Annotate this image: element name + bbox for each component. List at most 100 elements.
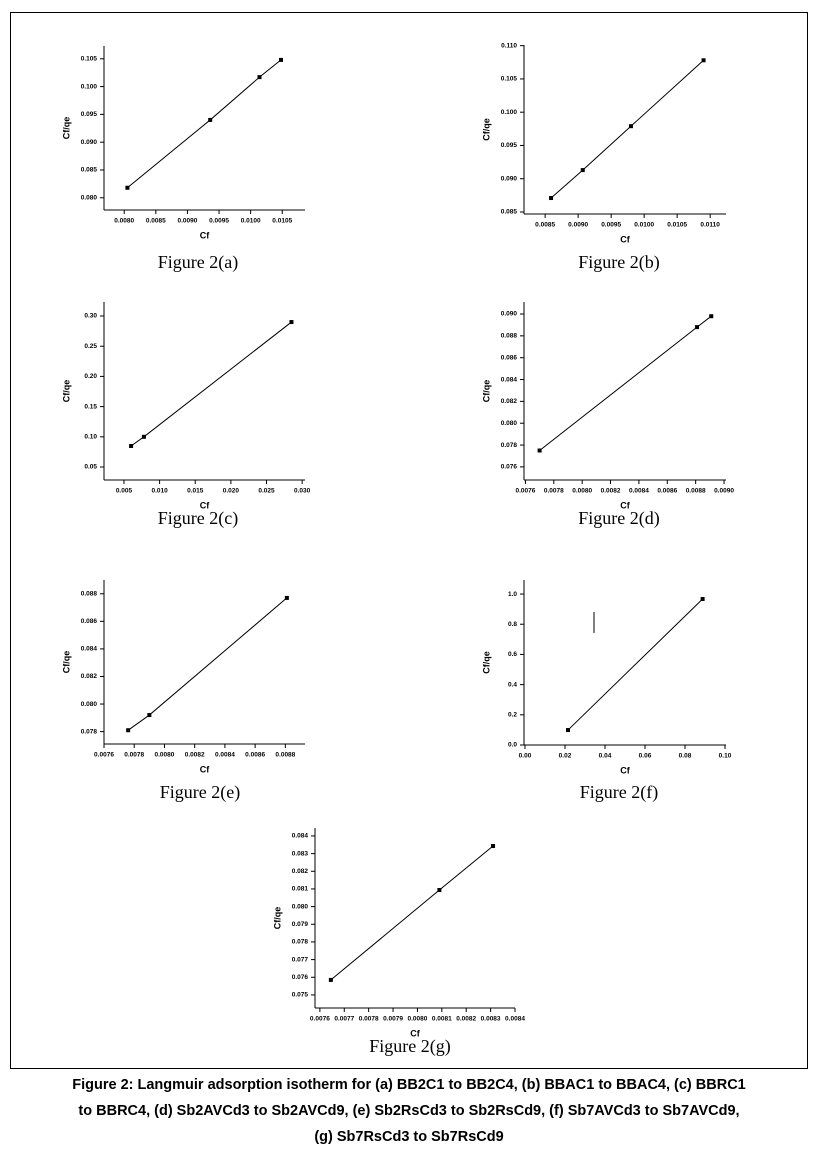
y-tick-label: 0.20 [84, 373, 97, 380]
figure-caption: to BBRC4, (d) Sb2AVCd3 to Sb2AVCd9, (e) … [78, 1103, 739, 1119]
y-tick-label: 0.080 [81, 701, 98, 708]
data-point [126, 728, 131, 733]
data-point [147, 713, 152, 718]
y-tick-label: 0.080 [501, 420, 518, 427]
x-axis-label: Cf [620, 765, 630, 775]
chart-caption: Figure 2(b) [578, 252, 659, 273]
y-tick-label: 0.084 [292, 833, 309, 840]
data-point [537, 448, 542, 453]
y-tick-label: 0.100 [501, 109, 518, 116]
y-tick-label: 0.105 [501, 76, 518, 83]
x-tick-label: 0.020 [223, 488, 240, 495]
y-tick-label: 1.0 [508, 591, 517, 598]
x-tick-label: 0.0086 [657, 488, 677, 495]
x-tick-label: 0.06 [639, 753, 652, 760]
x-tick-label: 0.0095 [601, 222, 621, 229]
x-tick-label: 0.0095 [209, 218, 229, 225]
x-axis-label: Cf [620, 500, 630, 510]
x-tick-label: 0.0083 [481, 1016, 501, 1023]
y-tick-label: 0.080 [292, 903, 309, 910]
x-tick-label: 0.0078 [544, 488, 564, 495]
y-axis-label: Cf/qe [272, 907, 282, 930]
y-tick-label: 0.105 [81, 56, 98, 63]
fit-line [550, 59, 704, 199]
x-tick-label: 0.0076 [94, 752, 114, 759]
x-tick-label: 0.0082 [456, 1016, 476, 1023]
chart-caption: Figure 2(g) [369, 1036, 450, 1057]
data-point [437, 888, 442, 893]
y-tick-label: 0.088 [81, 591, 98, 598]
y-tick-label: 0.082 [81, 673, 98, 680]
x-tick-label: 0.0090 [568, 222, 588, 229]
x-tick-label: 0.010 [151, 488, 168, 495]
data-point [700, 597, 705, 602]
data-point [549, 196, 554, 201]
y-tick-label: 0.6 [508, 651, 517, 658]
x-tick-label: 0.0084 [629, 488, 649, 495]
y-tick-label: 0.15 [84, 403, 97, 410]
y-tick-label: 0.05 [84, 464, 97, 471]
x-tick-label: 0.0081 [432, 1016, 452, 1023]
x-tick-label: 0.0084 [505, 1016, 525, 1023]
x-tick-label: 0.0090 [714, 488, 734, 495]
data-point [289, 320, 294, 325]
data-point [628, 124, 633, 129]
data-point [141, 434, 146, 439]
data-point [208, 117, 213, 122]
figure-caption: Figure 2: Langmuir adsorption isotherm f… [72, 1077, 746, 1093]
data-point [491, 844, 496, 849]
x-tick-label: 0.0110 [700, 222, 720, 229]
y-tick-label: 0.25 [84, 343, 97, 350]
y-tick-label: 0.0 [508, 742, 517, 749]
y-tick-label: 0.30 [84, 313, 97, 320]
x-axis-label: Cf [410, 1028, 420, 1038]
data-point [695, 325, 700, 330]
data-point [129, 443, 134, 448]
chart-caption: Figure 2(a) [158, 252, 238, 273]
y-tick-label: 0.078 [81, 728, 98, 735]
y-tick-label: 0.075 [292, 992, 309, 999]
data-point [701, 58, 706, 63]
y-tick-label: 0.079 [292, 921, 309, 928]
y-tick-label: 0.082 [501, 398, 518, 405]
y-tick-label: 0.2 [508, 712, 517, 719]
y-tick-label: 0.100 [81, 83, 98, 90]
y-tick-label: 0.077 [292, 956, 309, 963]
y-tick-label: 0.078 [292, 939, 309, 946]
x-tick-label: 0.0078 [359, 1016, 379, 1023]
x-tick-label: 0.0100 [241, 218, 261, 225]
chart-caption: Figure 2(e) [160, 782, 240, 803]
y-tick-label: 0.076 [501, 464, 518, 471]
y-tick-label: 0.095 [501, 142, 518, 149]
x-tick-label: 0.10 [719, 753, 732, 760]
y-axis-label: Cf/qe [61, 651, 71, 674]
y-tick-label: 0.086 [501, 354, 518, 361]
x-tick-label: 0.0076 [515, 488, 535, 495]
x-tick-label: 0.0090 [177, 218, 197, 225]
data-point [566, 728, 570, 733]
x-tick-label: 0.025 [258, 488, 275, 495]
x-tick-label: 0.0082 [601, 488, 621, 495]
x-tick-label: 0.0105 [272, 218, 292, 225]
data-point [580, 168, 585, 173]
y-tick-label: 0.085 [501, 209, 518, 216]
x-tick-label: 0.0088 [686, 488, 706, 495]
x-tick-label: 0.0079 [383, 1016, 403, 1023]
y-tick-label: 0.8 [508, 621, 517, 628]
y-tick-label: 0.090 [501, 311, 518, 318]
y-tick-label: 0.110 [501, 42, 517, 49]
x-tick-label: 0.0085 [146, 218, 166, 225]
x-tick-label: 0.0082 [185, 752, 205, 759]
y-tick-label: 0.084 [81, 646, 98, 653]
x-tick-label: 0.0080 [114, 218, 134, 225]
y-axis-label: Cf/qe [61, 380, 71, 403]
y-tick-label: 0.076 [292, 974, 309, 981]
x-tick-label: 0.0086 [245, 752, 265, 759]
y-tick-label: 0.080 [81, 194, 98, 201]
x-axis-label: Cf [200, 230, 210, 240]
chart-caption: Figure 2(f) [580, 782, 658, 803]
fit-line [539, 315, 712, 451]
x-tick-label: 0.005 [116, 488, 133, 495]
y-tick-label: 0.084 [501, 376, 518, 383]
